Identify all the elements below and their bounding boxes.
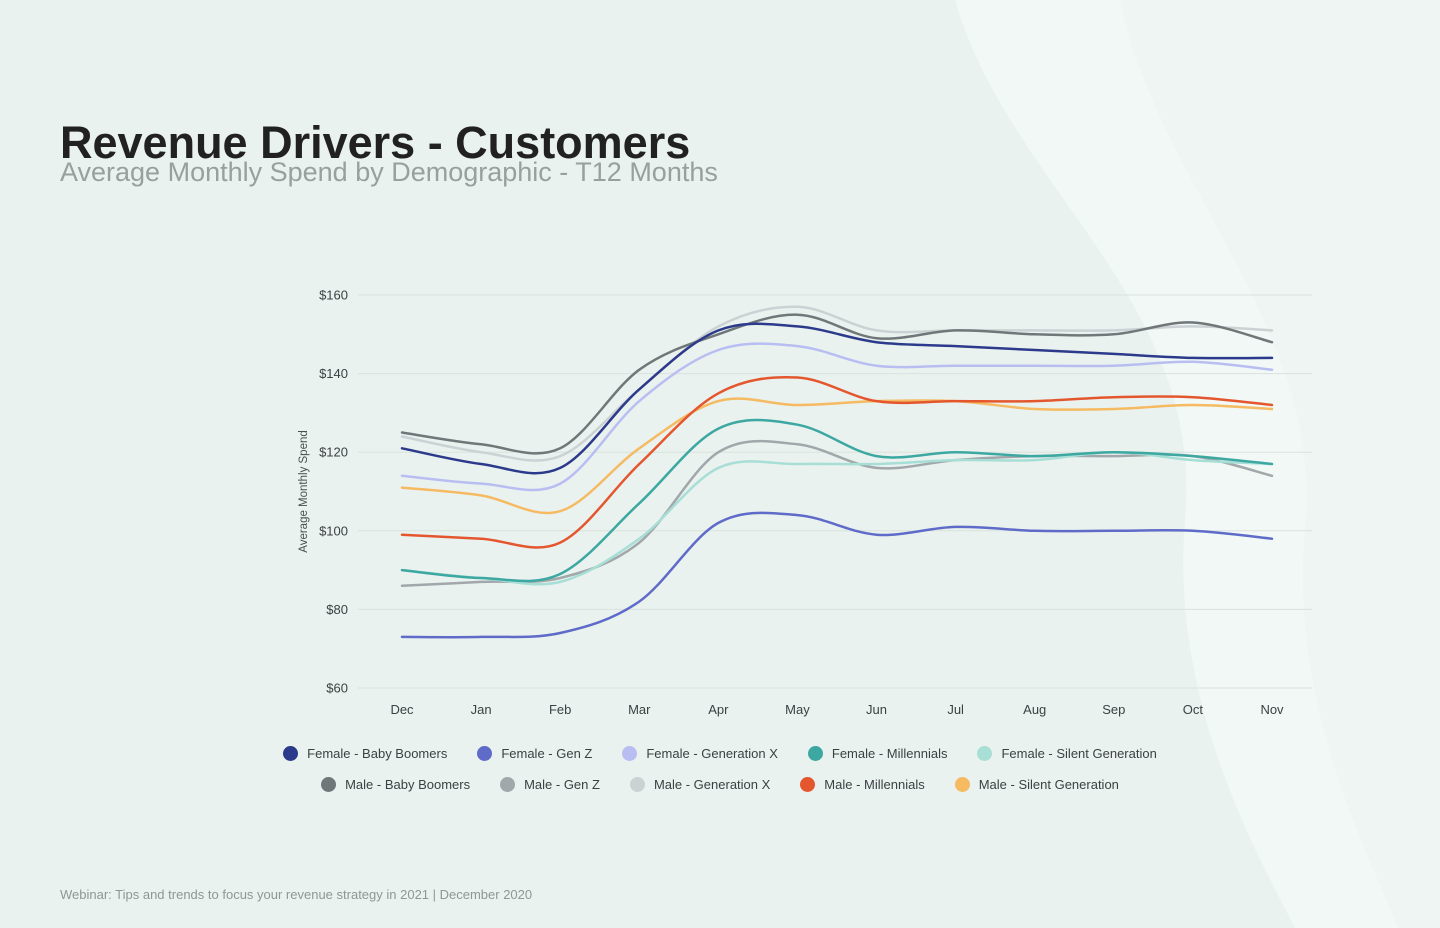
x-tick-label: Aug	[1023, 702, 1046, 717]
series-line-9	[400, 397, 1274, 515]
page-title: Revenue Drivers - Customers	[60, 117, 691, 169]
y-tick-label: $140	[319, 366, 348, 381]
x-tick-label: Jul	[947, 702, 964, 717]
series-line-0	[400, 322, 1274, 475]
x-tick-label: May	[785, 702, 810, 717]
series-line-7	[400, 305, 1274, 462]
legend-swatch-icon	[500, 777, 516, 792]
legend-item: Female - Millennials	[807, 746, 948, 761]
series-line-6	[400, 439, 1274, 588]
legend-item: Female - Silent Generation	[977, 746, 1157, 761]
y-tick-label: $120	[319, 445, 348, 460]
legend-label: Male - Millennials	[824, 777, 925, 792]
x-tick-label: Mar	[628, 702, 651, 717]
legend-item: Male - Baby Boomers	[321, 777, 470, 792]
legend-swatch-icon	[321, 777, 337, 792]
legend-label: Male - Gen Z	[524, 777, 600, 792]
y-tick-label: $60	[326, 681, 348, 696]
y-tick-label: $100	[319, 523, 348, 538]
x-tick-label: Dec	[390, 702, 414, 717]
legend-swatch-icon	[283, 746, 299, 761]
x-tick-label: Nov	[1260, 702, 1284, 717]
x-tick-label: Oct	[1183, 702, 1204, 717]
legend-label: Male - Baby Boomers	[345, 777, 471, 792]
legend-swatch-icon	[629, 777, 645, 792]
series-line-5	[400, 313, 1274, 455]
legend-row: Male - Baby Boomers Male - Gen Z Male - Ge…	[0, 777, 1440, 792]
legend-swatch-icon	[954, 777, 970, 792]
legend-label: Male - Generation X	[653, 777, 771, 792]
series-line-8	[400, 375, 1274, 549]
legend-item: Female - Gen Z	[477, 746, 592, 761]
y-tick-label: $160	[319, 288, 348, 303]
series-line-2	[400, 342, 1274, 492]
y-axis-title: Average Monthly Spend	[298, 430, 310, 553]
footer-note: Webinar: Tips and trends to focus your r…	[60, 887, 533, 902]
series-line-1	[400, 511, 1274, 639]
x-tick-label: Sep	[1102, 702, 1125, 717]
line-chart: $60 $80 $100 $120 $140 $160 Dec Jan Feb Mar Apr May…	[290, 270, 1330, 740]
legend-item: Female - Baby Boomers	[283, 746, 447, 761]
x-tick-label: Feb	[549, 702, 571, 717]
legend-label: Female - Generation X	[646, 746, 778, 761]
legend-item: Male - Millennials	[800, 777, 925, 792]
x-tick-label: Apr	[708, 702, 729, 717]
x-tick-label: Jan	[471, 702, 492, 717]
legend-swatch-icon	[622, 746, 638, 761]
legend-item: Male - Silent Generation	[954, 777, 1119, 792]
legend-swatch-icon	[800, 777, 816, 792]
page-subtitle: Average Monthly Spend by Demographic - T…	[60, 157, 718, 187]
legend-label: Male - Silent Generation	[978, 777, 1119, 792]
legend-label: Female - Baby Boomers	[307, 746, 448, 761]
legend-item: Male - Gen Z	[500, 777, 600, 792]
legend-swatch-icon	[977, 746, 993, 761]
series-line-3	[400, 418, 1274, 583]
legend-item: Female - Generation X	[622, 746, 778, 761]
legend-row: Female - Baby Boomers Female - Gen Z Femal…	[0, 746, 1440, 761]
x-tick-label: Jun	[866, 702, 887, 717]
legend-label: Female - Silent Generation	[1001, 746, 1157, 761]
chart-legend: Female - Baby Boomers Female - Gen Z Femal…	[0, 746, 1440, 808]
legend-item: Male - Generation X	[629, 777, 771, 792]
legend-label: Female - Gen Z	[501, 746, 593, 761]
legend-swatch-icon	[477, 746, 493, 761]
y-tick-label: $80	[326, 602, 348, 617]
legend-swatch-icon	[807, 746, 823, 761]
legend-label: Female - Millennials	[831, 746, 948, 761]
